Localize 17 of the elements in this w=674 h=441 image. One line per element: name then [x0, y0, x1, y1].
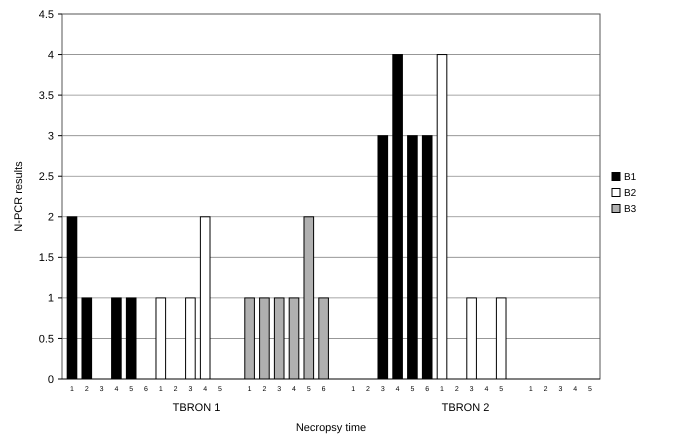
y-tick-label: 4.5: [38, 8, 54, 21]
y-axis-title: N-PCR results: [13, 160, 25, 232]
y-tick-label: 3: [48, 130, 54, 143]
y-tick-label: 1.5: [38, 252, 54, 264]
y-tick-label: 1: [48, 292, 54, 305]
y-tick-label: 2: [48, 212, 54, 224]
y-tick-label: 0.5: [38, 333, 54, 346]
text: TBRON 2: [442, 402, 490, 414]
y-tick-label: 3.5: [38, 90, 54, 102]
legend-label: B2: [624, 188, 637, 199]
y-tick-label: 2.5: [38, 171, 54, 184]
y-tick-label: 4: [48, 49, 54, 62]
text: TBRON 1: [172, 402, 220, 414]
legend-label: B3: [624, 204, 637, 215]
legend-label: B1: [624, 172, 637, 183]
y-tick-label: 0: [48, 374, 54, 386]
x-axis-title: Necropsy time: [296, 422, 366, 434]
